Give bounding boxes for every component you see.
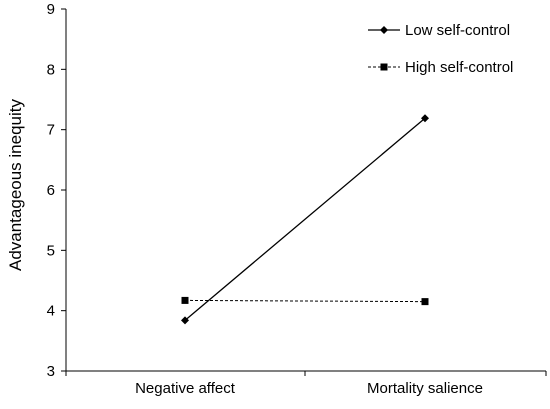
legend-label-low-self-control: Low self-control bbox=[405, 22, 510, 39]
legend-marker-low-self-control bbox=[380, 26, 388, 34]
data-point-low-self-control bbox=[421, 114, 429, 123]
y-tick-label: 6 bbox=[47, 182, 55, 199]
x-tick-label: Mortality salience bbox=[367, 380, 483, 397]
series-line-low-self-control bbox=[184, 117, 426, 321]
y-tick-label: 8 bbox=[47, 61, 55, 78]
x-tick-label: Negative affect bbox=[135, 380, 236, 397]
legend-marker-high-self-control bbox=[380, 63, 388, 71]
y-tick-label: 9 bbox=[47, 1, 55, 18]
data-point-high-self-control bbox=[421, 298, 429, 306]
y-tick-label: 7 bbox=[47, 122, 55, 139]
y-tick-label: 3 bbox=[47, 363, 55, 380]
y-axis-title: Advantageous inequity bbox=[6, 98, 25, 271]
data-point-low-self-control bbox=[181, 316, 189, 325]
legend-label-high-self-control: High self-control bbox=[405, 59, 513, 76]
data-point-high-self-control bbox=[181, 296, 189, 304]
y-tick-label: 4 bbox=[47, 303, 55, 320]
y-tick-label: 5 bbox=[47, 242, 55, 259]
series-line-high-self-control bbox=[184, 299, 426, 303]
plot-area: 3 4 5 6 7 8 9 Negative affect Mortality salience… bbox=[47, 1, 547, 397]
